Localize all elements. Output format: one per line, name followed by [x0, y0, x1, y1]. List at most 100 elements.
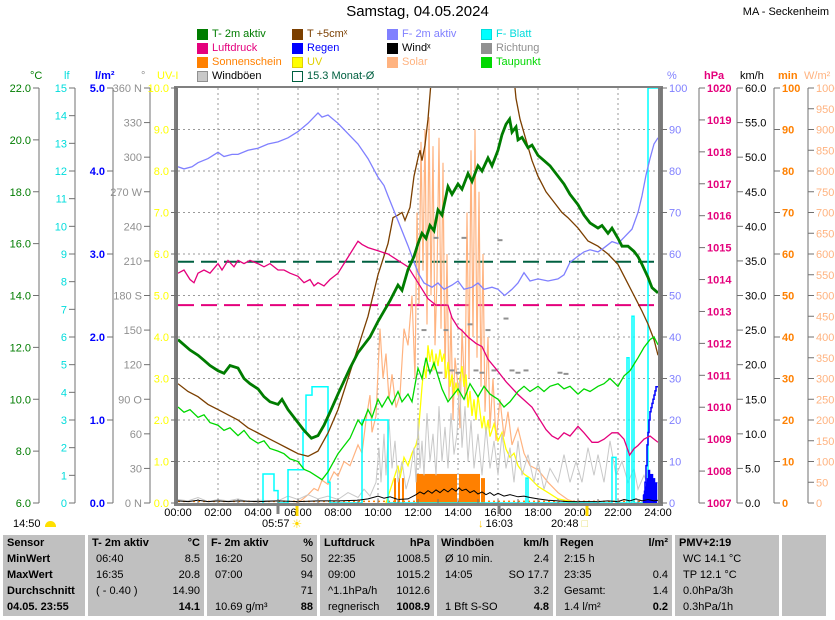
row-label: 04.05. 23:55: [7, 601, 69, 613]
svg-text:00:00: 00:00: [164, 507, 192, 519]
legend-item-sonnenschein[interactable]: Sonnenschein: [197, 55, 292, 69]
group-cell-text: TP 12.1 °C: [683, 569, 737, 581]
svg-text:1013: 1013: [707, 306, 731, 318]
row-label: Durchschnitt: [7, 585, 75, 597]
legend: T- 2m aktiv T +5cmˣ F- 2m aktiv F- Blatt Luf…: [197, 27, 601, 83]
legend-item-solar[interactable]: Solar: [387, 55, 481, 69]
svg-text:10: 10: [669, 457, 681, 469]
axis-c: °C22.0 20.0 18.0 16.0 14.0 12.0 10.0 8.0 6.0: [10, 70, 43, 510]
svg-text:9: 9: [61, 249, 67, 261]
svg-text:550: 550: [816, 270, 834, 282]
legend-swatch-icon: [387, 56, 398, 68]
svg-text:°C: °C: [30, 70, 42, 82]
legend-item-luftdruck[interactable]: Luftdruck: [197, 41, 292, 55]
svg-text:1019: 1019: [707, 115, 731, 127]
svg-text:10.0: 10.0: [10, 394, 31, 406]
svg-text:11: 11: [56, 194, 67, 206]
group-cell-text: 16:20: [215, 553, 243, 565]
series-group: [178, 88, 658, 503]
svg-text:20.0: 20.0: [10, 135, 31, 147]
table-row-labels: Sensor MinWert MaxWert Durchschnitt 04.05. 2…: [3, 535, 85, 616]
gridlines: [178, 88, 658, 503]
legend-item-f-blatt[interactable]: F- Blatt: [481, 27, 601, 41]
row-label: MinWert: [7, 553, 51, 565]
group-cell-text: regnerisch: [328, 601, 380, 613]
legend-item-richtung[interactable]: Richtung: [481, 41, 601, 55]
series-t-2m-aktiv: [178, 115, 658, 440]
svg-text:14: 14: [55, 111, 67, 123]
svg-text:500: 500: [816, 291, 834, 303]
svg-text:100: 100: [782, 83, 800, 95]
table-group-regen: Regen l/m² 2:15 h 23:35 0.4 Gesamt: 1.4 1.4 l/m…: [556, 535, 672, 616]
svg-text:12.0: 12.0: [10, 342, 31, 354]
svg-text:20.0: 20.0: [745, 360, 766, 372]
group-unit: l/m²: [648, 537, 668, 549]
legend-label: Solar: [402, 55, 428, 68]
group-cell-text: ( - 0.40 ): [96, 585, 138, 597]
svg-text:2.0: 2.0: [154, 415, 169, 427]
legend-swatch-icon: [197, 56, 208, 68]
svg-text:1014: 1014: [707, 275, 732, 287]
station-name: MA - Seckenheim: [742, 6, 829, 18]
svg-text:240: 240: [124, 221, 142, 233]
legend-swatch-icon: [481, 28, 492, 40]
legend-item-regen[interactable]: Regen: [292, 41, 387, 55]
svg-text:22.0: 22.0: [10, 83, 31, 95]
svg-text:40: 40: [669, 332, 681, 344]
legend-item-15-3-monat[interactable]: 15.3 Monat-Ø: [292, 69, 387, 83]
event-tick: [295, 506, 299, 516]
svg-text:14.0: 14.0: [10, 291, 31, 303]
svg-text:km/h: km/h: [740, 70, 764, 82]
group-unit: km/h: [523, 537, 549, 549]
svg-text:30: 30: [782, 374, 794, 386]
group-cell-value: 14.90: [172, 585, 200, 597]
group-cell-text: 14:05: [445, 569, 473, 581]
svg-text:8.0: 8.0: [154, 166, 169, 178]
svg-text:70: 70: [782, 208, 794, 220]
group-cell-value: 1008.5: [396, 553, 430, 565]
group-cell-text: 06:40: [96, 553, 124, 565]
sun-marker-20-48: 20:48 □: [551, 517, 588, 530]
svg-text:02:00: 02:00: [204, 507, 232, 519]
sun-marker-time: 05:57: [262, 517, 290, 530]
svg-text:100: 100: [816, 457, 834, 469]
svg-text:22:00: 22:00: [604, 507, 632, 519]
svg-text:8: 8: [61, 277, 67, 289]
legend-item-windb-en[interactable]: Windböen: [197, 69, 292, 83]
series-taupunkt: [178, 336, 658, 481]
svg-text:1011: 1011: [707, 370, 731, 382]
group-cell-text: 0.3hPa/1h: [683, 601, 734, 613]
group-name: PMV+2:19: [679, 537, 732, 549]
legend-item-uv[interactable]: UV: [292, 55, 387, 69]
sunset-icon: □: [581, 517, 589, 530]
series-richtung: [421, 236, 569, 375]
group-cell-text: Ø 10 min.: [445, 553, 493, 565]
group-cell-text: WC 14.1 °C: [683, 553, 742, 565]
svg-text:800: 800: [816, 166, 834, 178]
table-group-f-2m-aktiv: F- 2m aktiv% 16:20 50 07:00 94 71 10.69 g/m³ 88: [207, 535, 317, 616]
legend-label: 15.3 Monat-Ø: [307, 69, 375, 82]
weather-chart: °C22.020.018.016.014.012.010.08.06.0lf15…: [10, 70, 835, 519]
legend-swatch-icon: [292, 28, 303, 40]
legend-item-f-2m-aktiv[interactable]: F- 2m aktiv: [387, 27, 481, 41]
svg-text:9.0: 9.0: [154, 125, 169, 137]
sun-marker-time: 20:48: [551, 517, 579, 530]
svg-text:60: 60: [130, 429, 142, 441]
group-cell-text: 07:00: [215, 569, 243, 581]
legend-item-t-2m-aktiv[interactable]: T- 2m aktiv: [197, 27, 292, 41]
svg-text:2.0: 2.0: [90, 332, 105, 344]
svg-text:80: 80: [669, 166, 681, 178]
svg-text:0: 0: [782, 498, 788, 510]
group-cell-value: 2.4: [533, 553, 549, 565]
svg-text:5.0: 5.0: [154, 291, 169, 303]
table-group-windb-en: Windböen km/h Ø 10 min. 2.4 14:05 SO 17.7 3.2 1…: [437, 535, 553, 616]
group-cell-text: [92, 600, 96, 616]
legend-swatch-icon: [481, 42, 492, 54]
group-cell-value: 0.4: [652, 569, 668, 581]
svg-text:lf: lf: [64, 70, 70, 82]
svg-text:60.0: 60.0: [745, 83, 766, 95]
legend-item-wind[interactable]: Windˣ: [387, 41, 481, 55]
legend-item-t-5cm[interactable]: T +5cmˣ: [292, 27, 387, 41]
legend-item-taupunkt[interactable]: Taupunkt: [481, 55, 601, 69]
